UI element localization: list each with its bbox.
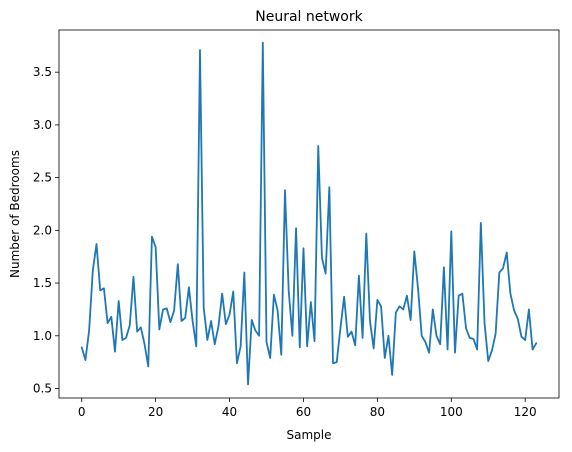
y-tick-label: 2.5 [33, 171, 52, 185]
x-tick-label: 0 [78, 405, 86, 419]
x-tick-label: 80 [370, 405, 385, 419]
x-axis-label: Sample [287, 428, 332, 442]
y-tick-label: 3.0 [33, 118, 52, 132]
x-tick-label: 60 [296, 405, 311, 419]
chart-title: Neural network [255, 9, 363, 25]
x-tick-label: 100 [440, 405, 463, 419]
plot-frame [58, 29, 560, 399]
series-line [80, 41, 538, 386]
y-axis-label: Number of Bedrooms [8, 150, 22, 278]
y-tick-label: 1.5 [33, 276, 52, 290]
y-tick-label: 3.5 [33, 65, 52, 79]
x-tick-label: 40 [222, 405, 237, 419]
y-tick-label: 2.0 [33, 223, 52, 237]
x-tick-label: 20 [148, 405, 163, 419]
y-axis-ticks: 0.5 1.0 1.5 2.0 2.5 3.0 3.5 [33, 65, 59, 396]
x-axis-ticks: 0 20 40 60 80 100 120 [78, 398, 537, 419]
y-tick-label: 1.0 [33, 329, 52, 343]
x-tick-label: 120 [514, 405, 537, 419]
y-tick-label: 0.5 [33, 382, 52, 396]
plot-area [59, 30, 559, 398]
